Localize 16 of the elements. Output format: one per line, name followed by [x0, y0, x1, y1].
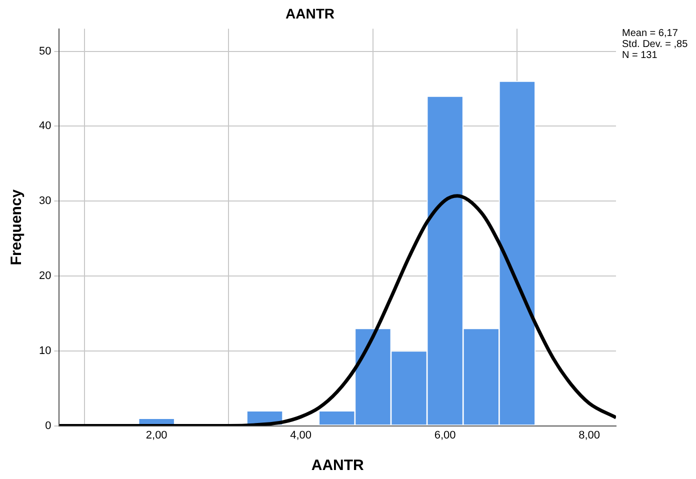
y-axis-title: Frequency [8, 188, 26, 266]
chart-title: AANTR [286, 5, 334, 22]
x-tick-label: 2,00 [146, 429, 168, 442]
y-tick-label: 50 [38, 45, 52, 58]
y-tick-label: 40 [38, 120, 52, 132]
x-tick-label: 6,00 [434, 429, 456, 442]
text: N = 131 [622, 50, 658, 61]
y-tick-label: 30 [38, 195, 52, 208]
y-tick-label: 0 [45, 420, 52, 432]
y-tick-label: 10 [38, 344, 52, 357]
x-axis-title: AANTR [311, 457, 364, 474]
y-tick-label: 20 [38, 270, 52, 282]
text: Mean = 6,17 [622, 28, 678, 39]
x-tick-label: 8,00 [578, 429, 600, 442]
x-tick-label: 4,00 [290, 429, 312, 442]
text: Std. Dev. = ,85 [622, 38, 688, 50]
